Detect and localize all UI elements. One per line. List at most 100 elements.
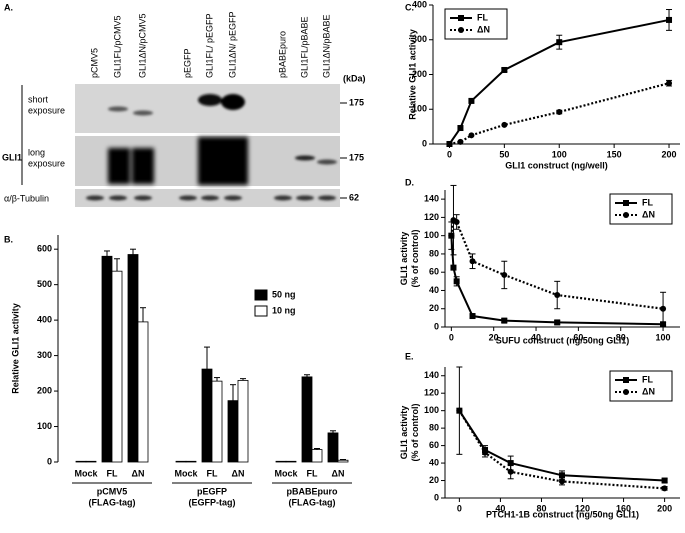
marker <box>450 264 457 271</box>
marker-label: 175 <box>349 152 364 162</box>
legend-label: ΔN <box>642 209 655 219</box>
y-tick-label: 500 <box>37 279 52 289</box>
legend-marker <box>623 212 629 218</box>
y-tick-label: 140 <box>424 194 439 204</box>
y-tick-label: 60 <box>429 267 439 277</box>
legend-label: ΔN <box>477 24 490 34</box>
x-tick-label: ΔN <box>332 468 345 478</box>
x-tick-label: 0 <box>449 332 454 342</box>
y-axis-label: GLI1 activity <box>399 232 409 286</box>
group-tag: (EGFP-tag) <box>189 497 236 507</box>
legend-label: FL <box>477 12 488 22</box>
legend-marker <box>458 15 464 21</box>
marker <box>482 449 489 456</box>
y-tick-label: 0 <box>47 456 52 466</box>
exposure-label: short <box>28 94 49 104</box>
bands <box>108 94 337 165</box>
y-tick-label: 120 <box>424 388 439 398</box>
bar <box>85 460 97 463</box>
bar <box>127 254 139 463</box>
y-tick-label: 100 <box>424 405 439 415</box>
x-tick-label: Mock <box>174 468 198 478</box>
bar <box>175 460 187 463</box>
marker <box>666 80 673 87</box>
lane-label: GLI1FL/pCMV5 <box>112 15 122 78</box>
bar <box>101 255 113 463</box>
x-tick-label: 60 <box>573 332 583 342</box>
marker <box>661 477 668 484</box>
panel-a: A. GLI1 short exposure long expo <box>2 2 366 207</box>
panel-label: B. <box>4 234 13 244</box>
marker <box>507 460 514 467</box>
x-tick-label: ΔN <box>132 468 145 478</box>
bar <box>227 400 239 463</box>
marker <box>661 485 668 492</box>
x-tick-label: 100 <box>552 149 567 159</box>
y-axis-label: (% of control) <box>410 230 420 288</box>
x-tick-label: FL <box>207 468 218 478</box>
legend-box <box>609 193 673 225</box>
bar <box>111 270 123 463</box>
x-tick-label: 50 <box>499 149 509 159</box>
legend-box <box>444 8 508 40</box>
x-tick-label: FL <box>307 468 318 478</box>
y-axis-label: (% of control) <box>410 404 420 462</box>
legend-marker <box>623 377 629 383</box>
bar <box>211 380 223 463</box>
marker <box>558 472 565 479</box>
legend-marker <box>623 389 629 395</box>
marker <box>556 39 563 46</box>
group-tag: (FLAG-tag) <box>289 497 336 507</box>
marker <box>507 468 514 475</box>
legend-marker <box>458 27 464 33</box>
lane-label: GLI1ΔN/pBABE <box>321 14 331 78</box>
y-tick-label: 80 <box>429 423 439 433</box>
y-tick-label: 600 <box>37 244 52 254</box>
panel-label: C. <box>405 2 414 12</box>
marker-label: 175 <box>349 97 364 107</box>
x-tick-label: 100 <box>656 332 671 342</box>
marker <box>468 132 475 139</box>
x-tick-label: 0 <box>457 503 462 513</box>
legend-swatch <box>254 289 268 301</box>
x-tick-label: FL <box>107 468 118 478</box>
bar <box>237 380 249 463</box>
lane-label: pBABEpuro <box>277 31 287 78</box>
loading-label: α/β-Tubulin <box>4 193 49 203</box>
x-tick-label: 20 <box>489 332 499 342</box>
legend-swatch <box>254 305 268 317</box>
x-tick-label: 40 <box>495 503 505 513</box>
marker <box>457 138 464 145</box>
marker <box>554 319 561 326</box>
marker <box>666 16 673 23</box>
y-axis-label: Relative GLI1 activity <box>10 303 20 394</box>
legend-box <box>609 370 673 402</box>
x-tick-label: 160 <box>616 503 631 513</box>
x-tick-label: 40 <box>531 332 541 342</box>
legend-label: 50 ng <box>272 289 296 299</box>
y-tick-label: 20 <box>429 303 439 313</box>
marker <box>501 271 508 278</box>
lane-label: GLI1FL/pBABE <box>299 16 309 78</box>
x-tick-label: 0 <box>447 149 452 159</box>
legend-marker <box>623 200 629 206</box>
bar <box>327 432 339 463</box>
marker <box>469 313 476 320</box>
lane-label: pEGFP <box>182 48 192 78</box>
legend-label: FL <box>642 374 653 384</box>
group-label: pCMV5 <box>97 486 128 496</box>
bar <box>337 459 349 463</box>
y-tick-label: 0 <box>434 321 439 331</box>
y-tick-label: 200 <box>412 69 427 79</box>
lane-label: pCMV5 <box>89 48 99 78</box>
y-tick-label: 60 <box>429 440 439 450</box>
bar <box>75 460 87 463</box>
y-tick-label: 200 <box>37 385 52 395</box>
y-tick-label: 400 <box>412 0 427 9</box>
marker <box>448 232 455 239</box>
marker <box>469 258 476 265</box>
legend-label: FL <box>642 197 653 207</box>
y-tick-label: 100 <box>37 421 52 431</box>
y-tick-label: 140 <box>424 370 439 380</box>
x-axis-label: GLI1 construct (ng/well) <box>505 160 608 170</box>
